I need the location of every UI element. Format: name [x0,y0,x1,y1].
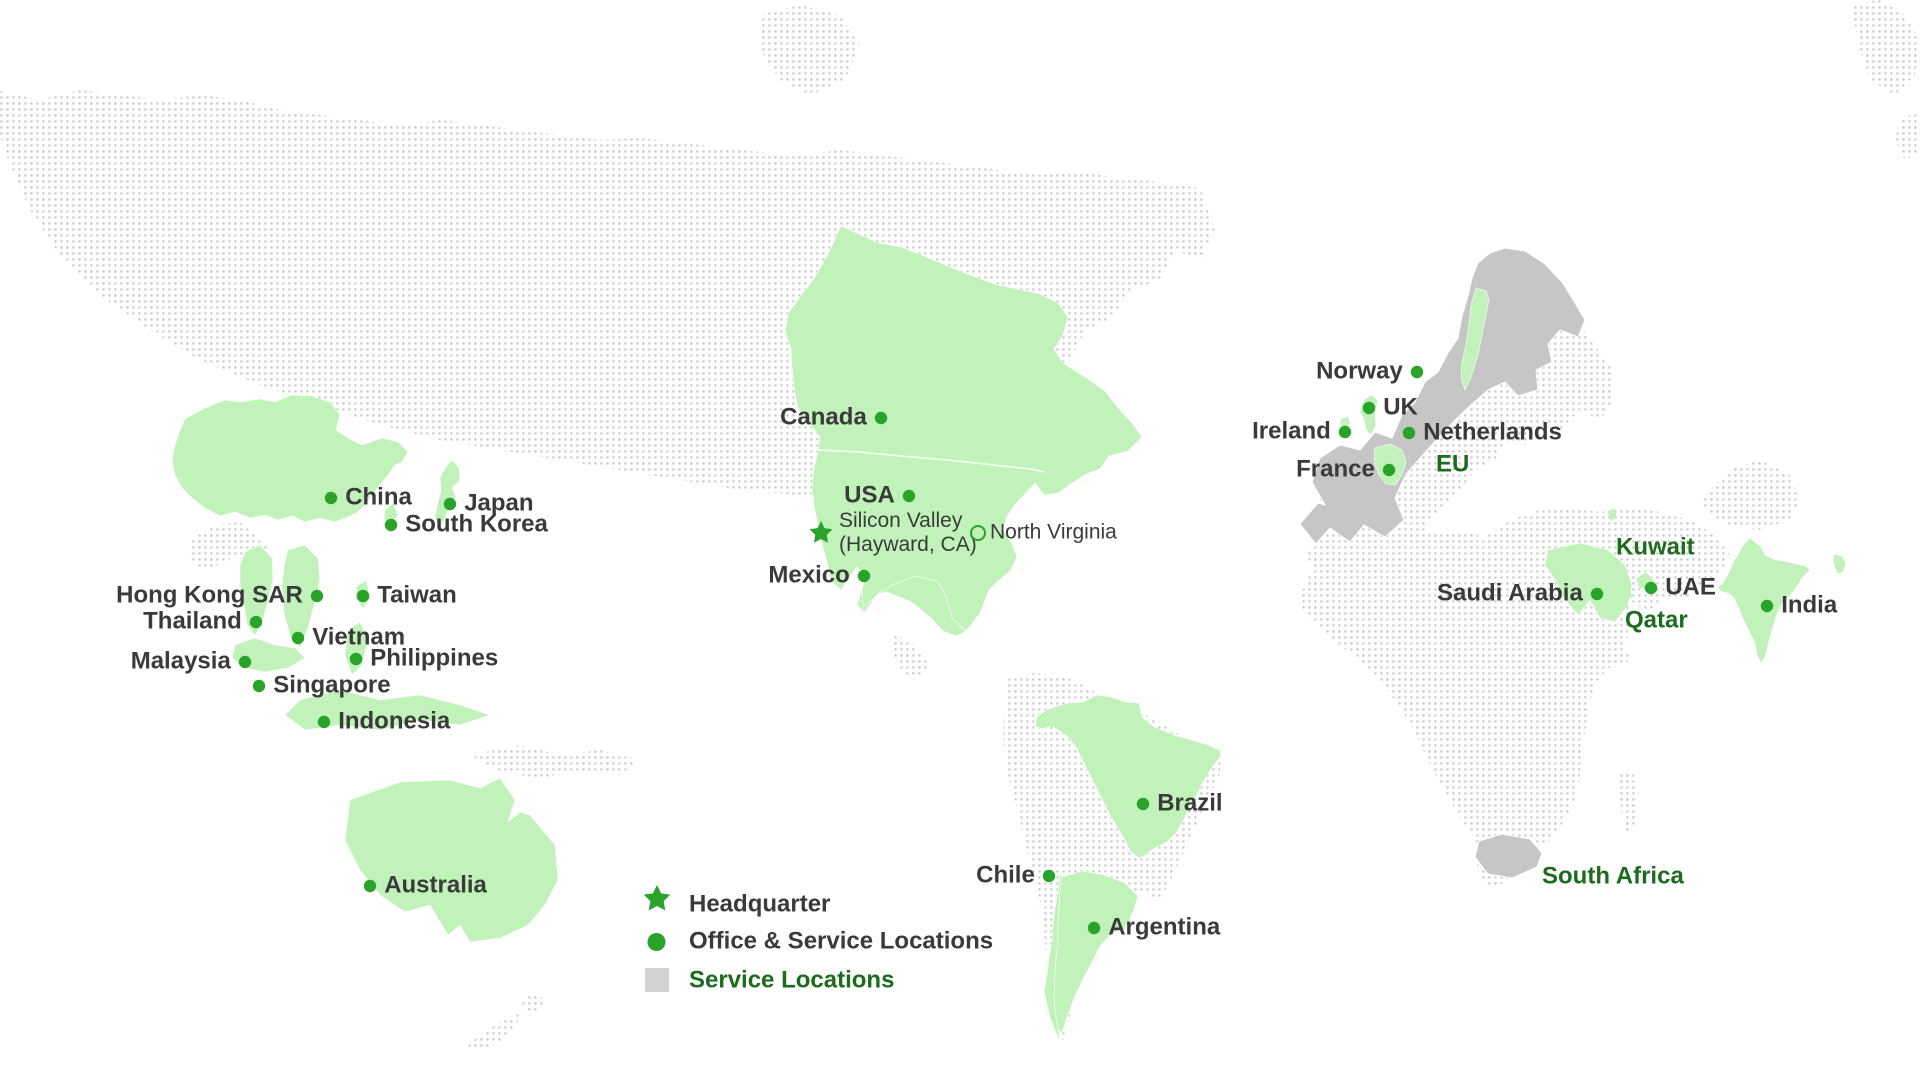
svg-text:UAE: UAE [1665,573,1716,600]
svg-text:Hong Kong SAR: Hong Kong SAR [116,581,303,608]
svg-text:South Africa: South Africa [1542,862,1684,889]
svg-text:Qatar: Qatar [1625,606,1688,633]
svg-text:Philippines: Philippines [370,644,498,671]
svg-text:Malaysia: Malaysia [131,647,232,674]
svg-text:China: China [345,483,412,510]
svg-text:Netherlands: Netherlands [1423,418,1562,445]
svg-text:USA: USA [844,481,895,508]
svg-text:South Korea: South Korea [405,510,548,537]
svg-text:Indonesia: Indonesia [338,707,451,734]
svg-text:Headquarter: Headquarter [689,890,830,917]
svg-text:Mexico: Mexico [768,561,849,588]
svg-text:Brazil: Brazil [1157,789,1222,816]
svg-text:Silicon Valley: Silicon Valley [839,509,963,532]
svg-text:Argentina: Argentina [1108,913,1221,940]
svg-text:Chile: Chile [976,861,1035,888]
svg-text:Australia: Australia [384,871,487,898]
svg-text:Taiwan: Taiwan [377,581,457,608]
svg-text:EU: EU [1436,450,1469,477]
svg-text:France: France [1296,455,1375,482]
svg-text:Kuwait: Kuwait [1616,533,1695,560]
svg-text:Canada: Canada [780,403,867,430]
svg-text:(Hayward, CA): (Hayward, CA) [839,533,977,556]
svg-text:Saudi Arabia: Saudi Arabia [1437,579,1583,606]
svg-text:Office & Service Locations: Office & Service Locations [689,927,993,954]
svg-text:North Virginia: North Virginia [990,521,1117,544]
svg-text:Service Locations: Service Locations [689,966,894,993]
svg-text:India: India [1781,591,1838,618]
svg-text:Norway: Norway [1316,357,1403,384]
svg-text:Ireland: Ireland [1252,417,1331,444]
svg-text:Singapore: Singapore [273,671,390,698]
svg-text:UK: UK [1383,393,1418,420]
svg-text:Thailand: Thailand [143,607,242,634]
